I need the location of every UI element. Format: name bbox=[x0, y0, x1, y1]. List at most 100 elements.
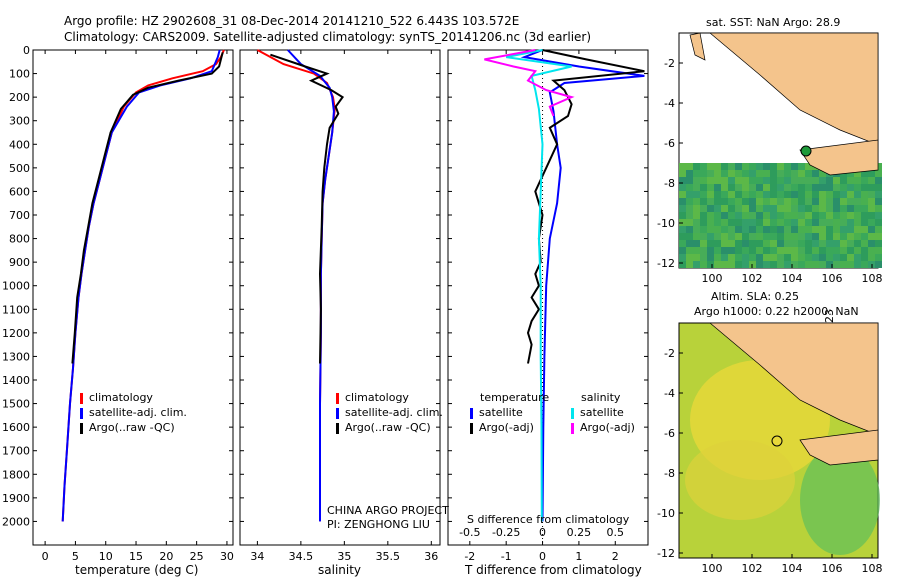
plot-frame bbox=[447, 49, 649, 546]
legend-item-s-argo: Argo(-adj) bbox=[571, 420, 635, 435]
y-tick-label: 1600 bbox=[2, 421, 30, 434]
legend-label: Argo(..raw -QC) bbox=[89, 421, 175, 434]
legend-item-satellite: satellite-adj. clim. bbox=[336, 405, 443, 420]
series-line-1 bbox=[61, 49, 221, 522]
legend-swatch-blue bbox=[470, 407, 473, 419]
x-tick-label: 35 bbox=[337, 550, 351, 563]
series-line-2 bbox=[71, 52, 224, 364]
y-tick-label: 1300 bbox=[2, 350, 30, 363]
legend-label: satellite bbox=[580, 406, 624, 419]
series-line-2 bbox=[270, 53, 345, 364]
x-tick-label: 10 bbox=[99, 550, 113, 563]
temperature-axis-label: temperature (deg C) bbox=[75, 563, 199, 577]
sst-map-title: sat. SST: NaN Argo: 28.9 bbox=[706, 16, 841, 29]
legend-label: satellite-adj. clim. bbox=[345, 406, 443, 419]
x-tick-label: 2 bbox=[612, 550, 619, 563]
y-tick-label: 800 bbox=[9, 233, 30, 246]
legend-label: Argo(-adj) bbox=[479, 421, 534, 434]
y-tick-label: 1500 bbox=[2, 398, 30, 411]
y-tick-label: 1400 bbox=[2, 374, 30, 387]
legend-label: Argo(-adj) bbox=[580, 421, 635, 434]
series-line-1 bbox=[287, 49, 335, 522]
s-tick-label: -0.25 bbox=[492, 526, 520, 539]
temperature-plot: 0 5 10 15 20 25 300100200300400500600700800900… bbox=[2, 44, 234, 563]
y-tick-label: 300 bbox=[9, 115, 30, 128]
x-tick-label: 0 bbox=[42, 550, 49, 563]
title-line-1: Argo profile: HZ 2902608_31 08-Dec-2014 … bbox=[64, 14, 520, 28]
y-tick-label: 1100 bbox=[2, 303, 30, 316]
legend-swatch-blue bbox=[336, 407, 339, 419]
s-tick-label: 0 bbox=[539, 526, 546, 539]
series-line-1 bbox=[526, 49, 645, 364]
t-diff-axis-label: T difference from climatology bbox=[465, 563, 642, 577]
legend-item-t-satellite: satellite bbox=[470, 405, 549, 420]
y-tick-label: 1900 bbox=[2, 492, 30, 505]
x-tick-label: 36 bbox=[424, 550, 438, 563]
legend-swatch-cyan bbox=[571, 407, 574, 419]
salinity-axis-label: salinity bbox=[318, 563, 362, 577]
pi-name: PI: ZENGHONG LIU bbox=[327, 518, 430, 531]
legend-swatch-red bbox=[336, 392, 339, 404]
y-tick-label: 1700 bbox=[2, 445, 30, 458]
y-tick-label: 0 bbox=[23, 44, 30, 57]
y-tick-label: 1200 bbox=[2, 327, 30, 340]
y-tick-label: 400 bbox=[9, 138, 30, 151]
legend-item-s-satellite: satellite bbox=[571, 405, 635, 420]
legend-swatch-red bbox=[80, 392, 83, 404]
y-tick-label: 700 bbox=[9, 209, 30, 222]
x-tick-label: 35.5 bbox=[376, 550, 401, 563]
imos-stamp: ©IMOS 13-Dec-2014 20:02:23 bbox=[823, 309, 836, 476]
diff-temperature-legend: temperature satellite Argo(-adj) bbox=[470, 390, 549, 435]
legend-title-temperature: temperature bbox=[480, 391, 550, 404]
legend-label: climatology bbox=[345, 391, 409, 404]
s-diff-axis-label: S difference from climatology bbox=[467, 513, 630, 526]
project-credit: CHINA ARGO PROJECT PI: ZENGHONG LIU bbox=[327, 504, 449, 532]
x-tick-label: 25 bbox=[190, 550, 204, 563]
legend-label: satellite bbox=[479, 406, 523, 419]
s-tick-label: 0.25 bbox=[567, 526, 592, 539]
legend-title-salinity: salinity bbox=[581, 391, 621, 404]
y-tick-label: 1800 bbox=[2, 468, 30, 481]
difference-plot: -2 -1 0 1 2 -0.5 -0.25 0 0.25 0.5 bbox=[447, 49, 649, 563]
legend-label: climatology bbox=[89, 391, 153, 404]
series-line-0 bbox=[61, 49, 225, 522]
temperature-legend: climatology satellite-adj. clim. Argo(..… bbox=[80, 390, 187, 435]
salinity-legend: climatology satellite-adj. clim. Argo(..… bbox=[336, 390, 443, 435]
x-tick-label: 0 bbox=[539, 550, 546, 563]
y-tick-label: 500 bbox=[9, 162, 30, 175]
legend-item-satellite: satellite-adj. clim. bbox=[80, 405, 187, 420]
title-line-2: Climatology: CARS2009. Satellite-adjuste… bbox=[64, 30, 592, 44]
y-tick-label: 2000 bbox=[2, 515, 30, 528]
legend-item-t-argo: Argo(-adj) bbox=[470, 420, 549, 435]
legend-swatch-black bbox=[470, 422, 473, 434]
legend-item-climatology: climatology bbox=[336, 390, 443, 405]
x-tick-label: -2 bbox=[464, 550, 475, 563]
legend-swatch-magenta bbox=[571, 422, 574, 434]
legend-swatch-blue bbox=[80, 407, 83, 419]
salinity-plot: 34 34.5 35 35.5 36 bbox=[239, 49, 441, 563]
y-tick-label: 900 bbox=[9, 256, 30, 269]
legend-swatch-black bbox=[336, 422, 339, 434]
legend-label: Argo(..raw -QC) bbox=[345, 421, 431, 434]
series-line-0 bbox=[256, 49, 336, 522]
y-tick-label: 600 bbox=[9, 185, 30, 198]
y-tick-label: 1000 bbox=[2, 280, 30, 293]
legend-item-climatology: climatology bbox=[80, 390, 187, 405]
series-line-2 bbox=[506, 49, 572, 522]
legend-item-argo: Argo(..raw -QC) bbox=[80, 420, 187, 435]
x-tick-label: 20 bbox=[159, 550, 173, 563]
plot-frame bbox=[32, 49, 234, 546]
sla-map-title-2: Argo h1000: 0.22 h2000: NaN bbox=[694, 305, 859, 318]
x-tick-label: -1 bbox=[501, 550, 512, 563]
y-tick-label: 200 bbox=[9, 91, 30, 104]
sla-map-title-1: Altim. SLA: 0.25 bbox=[711, 290, 800, 303]
x-tick-label: 34 bbox=[250, 550, 264, 563]
diff-salinity-legend: salinity satellite Argo(-adj) bbox=[571, 390, 635, 435]
s-tick-label: 0.5 bbox=[607, 526, 625, 539]
x-tick-label: 30 bbox=[220, 550, 234, 563]
series-line-3 bbox=[484, 49, 575, 117]
y-tick-label: 100 bbox=[9, 68, 30, 81]
project-name: CHINA ARGO PROJECT bbox=[327, 504, 449, 517]
legend-swatch-black bbox=[80, 422, 83, 434]
